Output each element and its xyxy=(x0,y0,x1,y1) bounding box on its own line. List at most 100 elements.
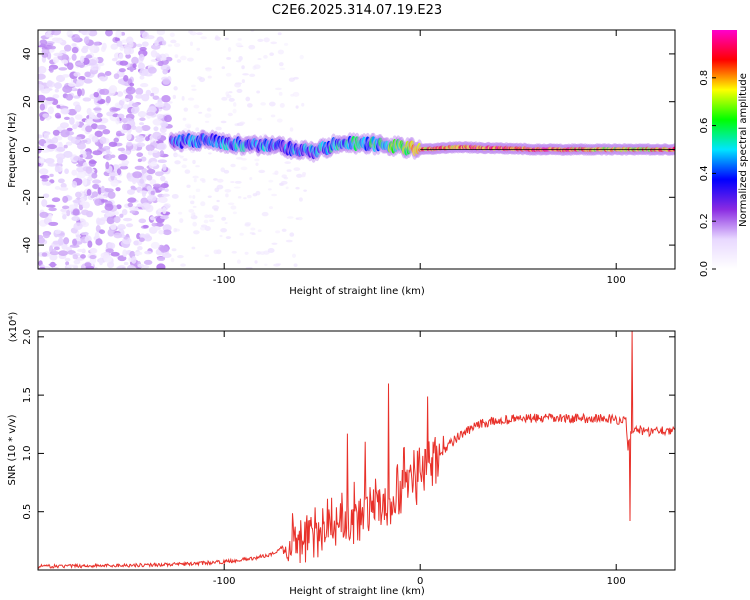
noise-cell xyxy=(245,266,253,269)
noise-cell xyxy=(82,150,88,159)
noise-cell xyxy=(183,107,189,112)
noise-cell xyxy=(156,113,164,119)
noise-cell xyxy=(65,93,74,101)
noise-cell xyxy=(119,213,124,218)
noise-cell xyxy=(107,261,115,269)
noise-cell xyxy=(276,118,283,123)
noise-cell xyxy=(85,54,93,59)
noise-cell xyxy=(227,47,232,52)
noise-cell xyxy=(63,150,73,158)
noise-cell xyxy=(89,247,98,254)
noise-cell xyxy=(295,186,300,190)
noise-cell xyxy=(131,102,139,107)
noise-cell xyxy=(125,250,131,255)
noise-cell xyxy=(69,244,80,248)
noise-cell xyxy=(105,30,113,37)
noise-cell xyxy=(154,222,164,227)
noise-cell xyxy=(118,99,125,106)
noise-cell xyxy=(104,203,114,211)
noise-cell xyxy=(38,94,46,102)
noise-cell xyxy=(173,86,178,91)
noise-cell xyxy=(71,43,77,47)
noise-cell xyxy=(51,137,59,144)
noise-cell xyxy=(111,107,121,111)
noise-cell xyxy=(190,200,195,205)
noise-cell xyxy=(92,179,102,184)
noise-cell xyxy=(138,218,147,224)
colorbar: 0.0 0.2 0.4 0.6 0.8 Normalized spectral ampl… xyxy=(699,30,749,277)
spectrogram-ytick-label: 40 xyxy=(22,48,33,61)
noise-cell xyxy=(63,116,70,121)
noise-cell xyxy=(82,45,89,50)
noise-cell xyxy=(247,194,252,199)
noise-cell xyxy=(152,118,163,126)
snr-ytick-label: 0.5 xyxy=(22,504,33,520)
noise-cell xyxy=(263,54,268,59)
noise-cell xyxy=(254,158,260,162)
noise-cell xyxy=(90,64,99,71)
noise-cell xyxy=(41,149,50,153)
noise-cell xyxy=(72,209,80,216)
noise-cell xyxy=(133,207,139,211)
noise-cell xyxy=(96,112,103,118)
noise-cell xyxy=(264,263,268,266)
noise-cell xyxy=(88,30,98,37)
spectrogram-panel: -100 100 40 20 0 -20 -40 Height of straight li… xyxy=(7,29,676,297)
noise-cell xyxy=(98,76,106,80)
noise-cell xyxy=(135,177,141,183)
noise-cell xyxy=(289,232,295,237)
noise-cell xyxy=(136,142,146,148)
noise-cell xyxy=(234,82,242,88)
noise-cell xyxy=(85,166,93,174)
noise-cell xyxy=(125,223,134,228)
noise-cell xyxy=(192,221,197,227)
noise-cell xyxy=(244,251,249,255)
noise-cell xyxy=(104,70,112,77)
noise-cell xyxy=(125,36,134,45)
noise-cell xyxy=(141,202,151,210)
noise-cell xyxy=(160,57,167,61)
noise-cell xyxy=(263,37,270,43)
noise-cell xyxy=(145,144,155,152)
noise-cell xyxy=(62,74,70,78)
noise-cell xyxy=(44,157,55,164)
noise-cell xyxy=(281,174,287,179)
noise-cell xyxy=(270,41,278,45)
noise-cell xyxy=(204,214,209,219)
noise-cell xyxy=(220,120,227,124)
noise-cell xyxy=(170,39,177,44)
noise-cell xyxy=(174,54,179,59)
noise-cell xyxy=(45,97,56,102)
noise-cell xyxy=(100,185,105,194)
noise-cell xyxy=(186,57,194,62)
noise-cell xyxy=(151,222,157,227)
noise-cell xyxy=(195,188,201,193)
noise-cell xyxy=(160,121,169,128)
heatmap-cells xyxy=(38,30,675,269)
spectrogram-xlabel: Height of straight line (km) xyxy=(289,286,425,297)
noise-cell xyxy=(38,73,46,80)
noise-cell xyxy=(152,131,162,140)
noise-cell xyxy=(221,216,227,221)
noise-cell xyxy=(289,127,294,132)
noise-cell xyxy=(140,156,147,162)
noise-cell xyxy=(259,251,265,256)
noise-cell xyxy=(225,193,229,198)
noise-cell xyxy=(71,46,79,54)
noise-cell xyxy=(118,153,128,161)
noise-cell xyxy=(123,44,132,50)
noise-cell xyxy=(39,211,49,219)
noise-cell xyxy=(49,173,54,177)
snr-scale-label: (x10⁴) xyxy=(8,312,19,343)
noise-cell xyxy=(84,71,91,78)
noise-cell xyxy=(81,209,90,216)
noise-cell xyxy=(168,101,173,104)
noise-cell xyxy=(150,190,155,196)
noise-cell xyxy=(275,230,281,234)
noise-cell xyxy=(173,228,178,233)
noise-cell xyxy=(42,113,49,118)
noise-cell xyxy=(303,189,307,192)
noise-cell xyxy=(150,161,158,167)
noise-cell xyxy=(139,237,145,242)
noise-cell xyxy=(75,191,82,198)
